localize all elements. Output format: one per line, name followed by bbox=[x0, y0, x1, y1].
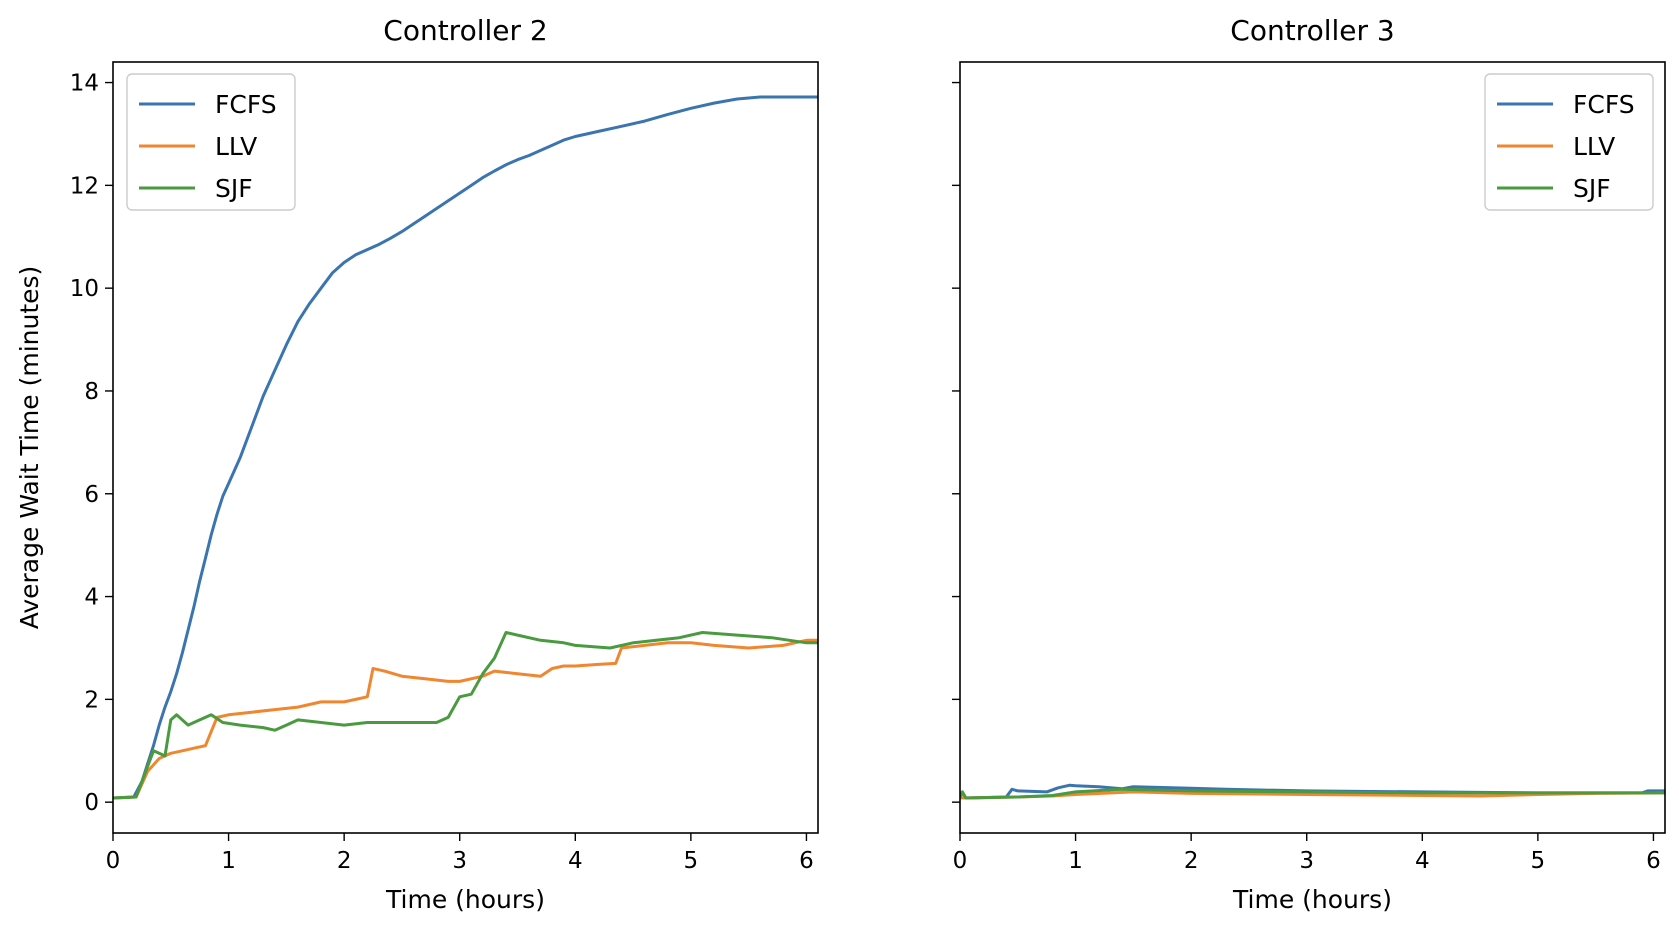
y-tick-label: 12 bbox=[70, 173, 99, 199]
legend-frame bbox=[1484, 73, 1654, 211]
x-tick-label: 0 bbox=[106, 848, 121, 874]
x-tick-label: 6 bbox=[799, 848, 814, 874]
y-tick-label: 10 bbox=[70, 276, 99, 302]
x-tick-label: 5 bbox=[1531, 848, 1546, 874]
legend-label-sjf: SJF bbox=[215, 174, 253, 203]
legend-label-llv: LLV bbox=[215, 132, 257, 161]
y-tick-label: 8 bbox=[84, 379, 99, 405]
chart-title: Controller 2 bbox=[383, 14, 547, 47]
y-tick-label: 4 bbox=[84, 585, 99, 611]
x-tick-label: 4 bbox=[1415, 848, 1430, 874]
y-tick-label: 6 bbox=[84, 482, 99, 508]
chart-title: Controller 3 bbox=[1230, 14, 1394, 47]
series-line-sjf bbox=[960, 787, 1665, 800]
legend: FCFS LLV SJF bbox=[1484, 73, 1654, 211]
legend-label-llv: LLV bbox=[1573, 132, 1615, 161]
legend: FCFS LLV SJF bbox=[126, 73, 296, 211]
y-axis-label: Average Wait Time (minutes) bbox=[15, 266, 44, 630]
panel-controller-3: Controller 3 0 1 2 3 4 5 6 Time (hours) FCFS LLV SJ… bbox=[952, 14, 1666, 914]
x-tick-label: 5 bbox=[684, 848, 699, 874]
x-tick-label: 3 bbox=[1299, 848, 1314, 874]
series-line-fcfs bbox=[113, 95, 818, 800]
x-tick-label: 2 bbox=[1184, 848, 1199, 874]
x-tick-label: 1 bbox=[221, 848, 236, 874]
x-tick-label: 4 bbox=[568, 848, 583, 874]
y-tick-label: 14 bbox=[70, 71, 99, 97]
legend-label-fcfs: FCFS bbox=[1573, 90, 1635, 119]
legend-label-sjf: SJF bbox=[1573, 174, 1611, 203]
legend-frame bbox=[126, 73, 296, 211]
x-tick-label: 3 bbox=[452, 848, 467, 874]
y-tick-label: 2 bbox=[84, 687, 99, 713]
x-tick-label: 1 bbox=[1068, 848, 1083, 874]
x-tick-label: 6 bbox=[1646, 848, 1661, 874]
series-line-llv bbox=[113, 638, 818, 800]
x-axis-label: Time (hours) bbox=[385, 885, 545, 914]
legend-label-fcfs: FCFS bbox=[215, 90, 277, 119]
axes-frame bbox=[112, 61, 819, 834]
x-tick-label: 0 bbox=[953, 848, 968, 874]
x-axis-label: Time (hours) bbox=[1232, 885, 1392, 914]
y-tick-label: 0 bbox=[84, 790, 99, 816]
series-line-sjf bbox=[113, 631, 818, 800]
x-tick-label: 2 bbox=[337, 848, 352, 874]
axes-frame bbox=[959, 61, 1666, 834]
